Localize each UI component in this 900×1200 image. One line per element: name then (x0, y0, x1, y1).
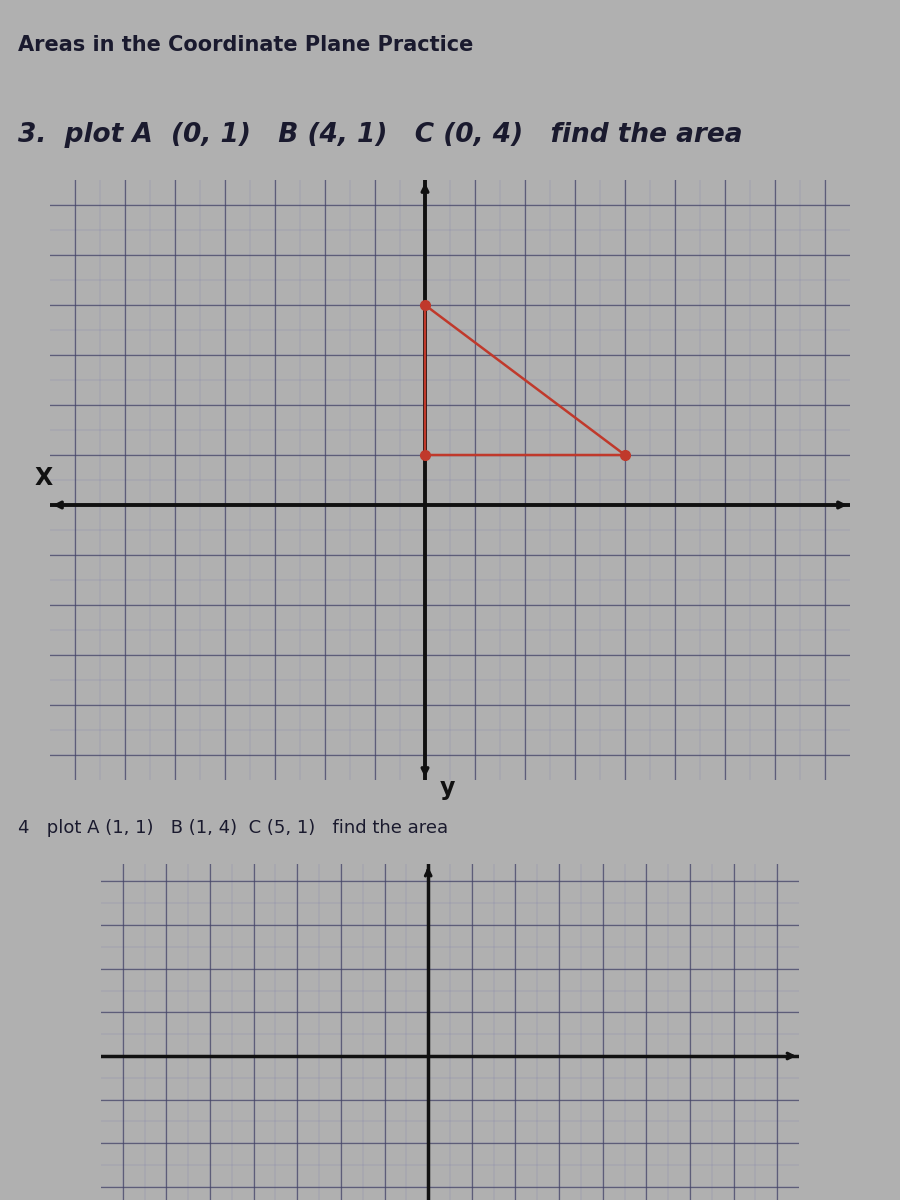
Text: y: y (440, 776, 455, 800)
Text: 3.  plot A  (0, 1)   B (4, 1)   C (0, 4)   find the area: 3. plot A (0, 1) B (4, 1) C (0, 4) find … (18, 122, 742, 148)
Text: 4   plot A (1, 1)   B (1, 4)  C (5, 1)   find the area: 4 plot A (1, 1) B (1, 4) C (5, 1) find t… (18, 818, 448, 838)
Text: X: X (35, 466, 53, 490)
Text: Areas in the Coordinate Plane Practice: Areas in the Coordinate Plane Practice (18, 35, 473, 55)
